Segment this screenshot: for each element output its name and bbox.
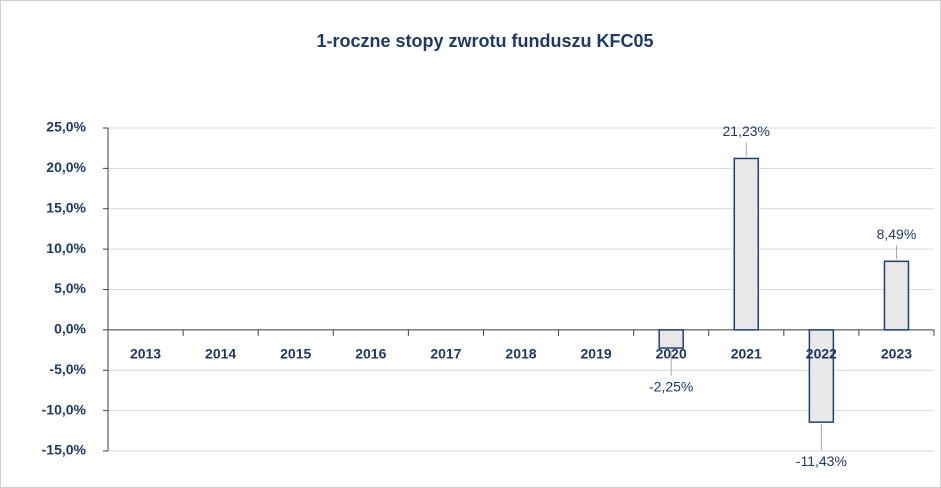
x-tick-label: 2022 [806, 346, 837, 362]
x-tick-label: 2020 [656, 346, 687, 362]
data-label: 21,23% [723, 123, 770, 139]
y-tick-label: -10,0% [42, 401, 87, 417]
y-tick-label: 15,0% [46, 199, 86, 215]
chart-title: 1-roczne stopy zwrotu funduszu KFC05 [316, 31, 653, 51]
x-tick-label: 2018 [505, 346, 536, 362]
x-tick-label: 2017 [430, 346, 461, 362]
x-tick-label: 2016 [355, 346, 386, 362]
bar [883, 260, 910, 331]
y-tick-label: 20,0% [46, 159, 86, 175]
y-tick-label: -15,0% [42, 442, 87, 458]
x-tick-label: 2021 [731, 346, 762, 362]
y-tick-label: -5,0% [49, 361, 86, 377]
bar [658, 329, 684, 349]
x-tick-label: 2013 [130, 346, 161, 362]
bar [733, 157, 760, 331]
x-tick-label: 2019 [581, 346, 612, 362]
data-label: -2,25% [649, 379, 693, 395]
y-tick-label: 10,0% [46, 240, 86, 256]
data-label: 8,49% [877, 226, 917, 242]
x-tick-label: 2023 [881, 346, 912, 362]
x-tick-label: 2014 [205, 346, 236, 362]
bar [808, 329, 835, 423]
data-label: -11,43% [796, 453, 847, 469]
y-tick-label: 5,0% [54, 280, 86, 296]
y-tick-label: 0,0% [54, 321, 86, 337]
x-tick-label: 2015 [280, 346, 311, 362]
y-tick-label: 25,0% [46, 119, 86, 135]
